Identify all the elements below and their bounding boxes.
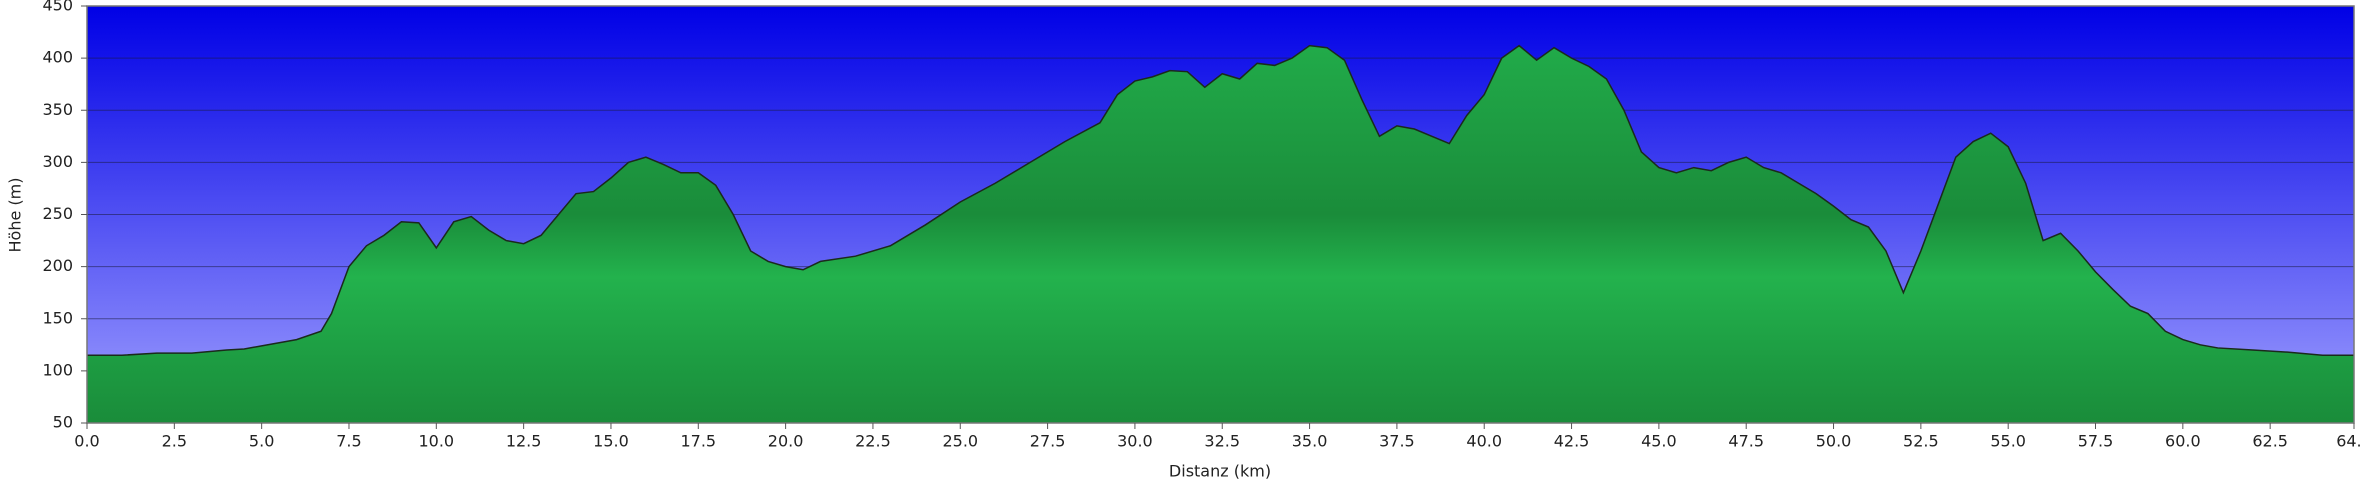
y-tick-label: 150 — [42, 308, 73, 327]
y-tick-label: 50 — [53, 413, 73, 432]
x-tick-label: 52.5 — [1903, 432, 1939, 451]
x-tick-label: 47.5 — [1728, 432, 1764, 451]
y-tick-label: 250 — [42, 204, 73, 223]
axes: 50 100 150 200 250 300 350 400 450 0.0 2.5 5.0 7.5 10… — [42, 0, 2362, 451]
x-tick-label: 27.5 — [1030, 432, 1066, 451]
x-tick-label: 10.0 — [418, 432, 454, 451]
x-tick-label: 12.5 — [506, 432, 542, 451]
y-tick-label: 400 — [42, 48, 73, 67]
area-tint — [87, 6, 2354, 423]
area-layer — [87, 6, 2354, 424]
y-tick-label: 100 — [42, 360, 73, 379]
x-tick-label: 60.0 — [2165, 432, 2201, 451]
x-tick-label: 22.5 — [855, 432, 891, 451]
x-tick-label: 32.5 — [1204, 432, 1240, 451]
x-tick-label: 25.0 — [942, 432, 978, 451]
y-tick-label: 200 — [42, 256, 73, 275]
y-axis-label: Höhe (m) — [6, 178, 25, 253]
x-axis-label: Distanz (km) — [1169, 462, 1271, 481]
x-tick-label: 35.0 — [1292, 432, 1328, 451]
x-tick-label: 20.0 — [768, 432, 804, 451]
x-tick-label: 2.5 — [162, 432, 187, 451]
x-tick-label: 40.0 — [1466, 432, 1502, 451]
y-tick-label: 450 — [42, 0, 73, 15]
x-tick-label: 17.5 — [680, 432, 716, 451]
x-tick-label: 50.0 — [1816, 432, 1852, 451]
y-tick-label: 350 — [42, 100, 73, 119]
x-tick-label: 62.5 — [2252, 432, 2288, 451]
area-fill — [87, 45, 2354, 424]
elevation-line — [87, 44, 2354, 356]
y-tick-label: 300 — [42, 152, 73, 171]
x-tick-label: 5.0 — [249, 432, 274, 451]
x-tick-label: 64.9 — [2336, 432, 2362, 451]
x-tick-label: 57.5 — [2078, 432, 2114, 451]
x-tick-label: 42.5 — [1554, 432, 1590, 451]
x-tick-label: 30.0 — [1117, 432, 1153, 451]
x-tick-label: 45.0 — [1641, 432, 1677, 451]
x-tick-label: 55.0 — [1990, 432, 2026, 451]
x-tick-label: 37.5 — [1379, 432, 1415, 451]
x-tick-label: 0.0 — [74, 432, 99, 451]
x-tick-label: 7.5 — [336, 432, 361, 451]
x-tick-label: 15.0 — [593, 432, 629, 451]
